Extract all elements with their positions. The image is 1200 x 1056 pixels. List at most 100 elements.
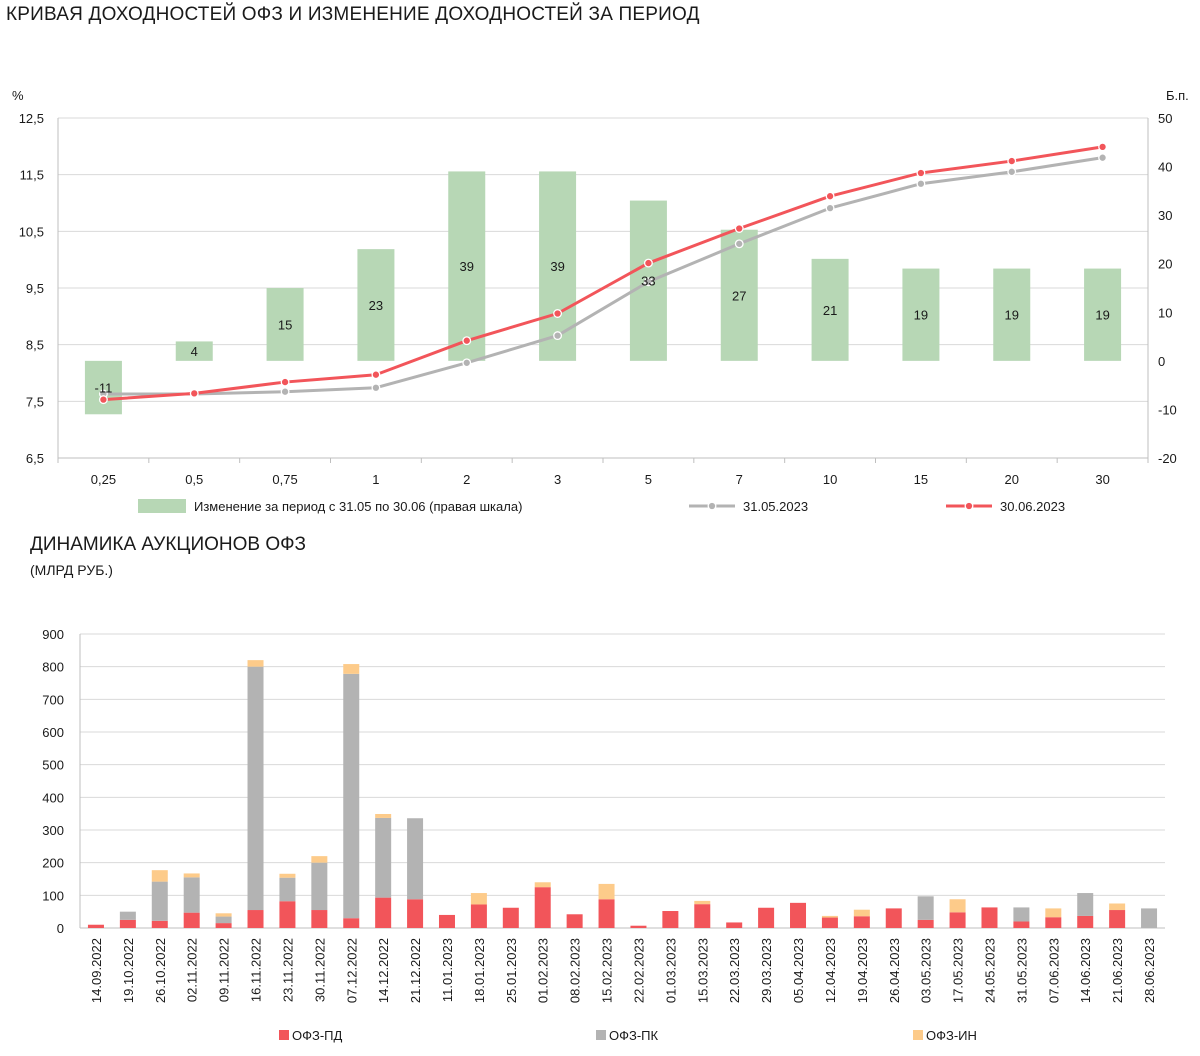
auction-x-tick-label: 22.02.2023 [631, 938, 646, 1003]
auction-bar-pk [343, 673, 360, 919]
auction-bar-pd [438, 914, 455, 928]
yield-right-tick-label: 30 [1158, 208, 1172, 223]
legend-bar-swatch [138, 499, 186, 513]
auction-x-tick-label: 05.04.2023 [791, 938, 806, 1003]
auction-y-tick-label: 900 [42, 627, 64, 642]
auction-bar-pd [598, 899, 615, 928]
yield-x-tick-label: 2 [463, 472, 470, 487]
auction-x-tick-label: 03.05.2023 [919, 938, 934, 1003]
yield-change-bar [902, 268, 940, 361]
auction-bar-pd [981, 907, 998, 928]
yield-change-label: 15 [278, 317, 292, 332]
yield-change-label: 23 [369, 298, 383, 313]
yield-left-tick-label: 11,5 [20, 168, 44, 183]
auction-bar-pk [151, 881, 168, 921]
auction-bar-pk [215, 916, 232, 924]
yield-x-tick-label: 30 [1095, 472, 1109, 487]
yield-left-tick-label: 6,5 [26, 451, 44, 466]
yield-right-tick-label: 0 [1158, 354, 1165, 369]
auction-bar-pk [407, 818, 424, 900]
auction-bar-pd [949, 912, 966, 928]
yield-0630-point [1098, 142, 1108, 152]
yield-left-tick-label: 12,5 [19, 111, 44, 126]
auction-x-tick-label: 08.02.2023 [568, 938, 583, 1003]
auction-bar-in [470, 893, 487, 905]
legend-old-label: 31.05.2023 [743, 499, 808, 514]
auction-x-tick-label: 14.09.2022 [89, 938, 104, 1003]
auction-y-tick-label: 400 [42, 790, 64, 805]
legend-new-marker [964, 501, 974, 511]
yield-change-bar [175, 341, 213, 361]
auction-bar-pd [885, 908, 902, 928]
auction-bar-pd [566, 914, 583, 928]
auction-y-tick-label: 300 [42, 823, 64, 838]
auction-bar-pd [1013, 921, 1030, 928]
auction-x-tick-label: 14.12.2022 [376, 938, 391, 1003]
yield-0630-point [553, 309, 563, 318]
yield-0531-point [643, 277, 653, 287]
auction-x-tick-label: 22.03.2023 [727, 938, 742, 1003]
yield-0630-point [916, 168, 926, 178]
auction-bar-pd [470, 904, 487, 928]
yield-0531-point [1098, 153, 1108, 163]
yield-x-tick-label: 15 [914, 472, 928, 487]
auction-x-tick-label: 07.06.2023 [1046, 938, 1061, 1003]
auction-y-tick-label: 800 [42, 660, 64, 675]
auction-bar-pk [375, 817, 392, 898]
auction-bar-in [1109, 903, 1126, 911]
yield-left-tick-label: 9,5 [26, 281, 44, 296]
auction-x-tick-label: 11.01.2023 [440, 938, 455, 1002]
auction-chart-title: ДИНАМИКА АУКЦИОНОВ ОФЗ [30, 534, 307, 555]
auction-x-tick-label: 23.11.2022 [280, 938, 295, 1002]
auction-bar-in [694, 900, 711, 905]
auction-x-tick-label: 31.05.2023 [1014, 938, 1029, 1003]
auction-bar-in [375, 813, 392, 818]
auction-x-tick-label: 15.03.2023 [695, 938, 710, 1003]
yield-left-axis-unit: % [12, 88, 24, 103]
auction-bar-in [151, 870, 168, 882]
auction-bar-pd [917, 919, 934, 928]
legend-pd-label: ОФЗ-ПД [292, 1028, 343, 1043]
yield-change-label: 21 [823, 303, 837, 318]
auction-x-tick-label: 25.01.2023 [504, 938, 519, 1003]
yield-x-tick-label: 10 [823, 472, 837, 487]
yield-x-tick-label: 0,5 [185, 472, 203, 487]
yield-right-tick-label: 10 [1158, 305, 1172, 320]
yield-0531-point [553, 331, 563, 341]
auction-bar-pd [502, 907, 519, 928]
yield-0531-point [734, 239, 744, 249]
yield-0630-line [103, 145, 1103, 402]
auction-x-tick-label: 01.03.2023 [663, 938, 678, 1003]
auction-bar-pd [630, 925, 647, 928]
auction-bar-pd [1109, 910, 1126, 928]
auction-bar-pd [758, 907, 775, 928]
yield-change-bar [448, 171, 486, 361]
auction-bar-pk [311, 862, 328, 911]
auction-x-tick-label: 02.11.2022 [185, 938, 200, 1002]
yield-change-label: 19 [914, 308, 928, 323]
yield-right-tick-label: 40 [1158, 160, 1172, 175]
yield-change-label: -11 [95, 381, 113, 396]
yield-left-tick-label: 10,5 [19, 224, 44, 239]
yield-0630-point [280, 377, 290, 387]
yield-0531-point [462, 358, 472, 368]
yield-change-label: 39 [460, 259, 474, 274]
yield-change-label: 4 [191, 344, 198, 359]
legend-in-swatch [913, 1030, 923, 1040]
yield-change-bar [993, 268, 1031, 361]
yield-0630-point [643, 258, 653, 268]
auction-x-tick-label: 07.12.2022 [344, 938, 359, 1003]
auction-x-tick-label: 26.10.2022 [153, 938, 168, 1003]
auction-bar-pk [1013, 907, 1030, 922]
auction-bar-pd [790, 902, 807, 928]
auction-bar-pd [119, 919, 136, 928]
auction-x-tick-label: 24.05.2023 [982, 938, 997, 1003]
auction-bar-pd [853, 916, 870, 928]
auction-bar-in [247, 660, 264, 667]
auction-y-tick-label: 100 [42, 888, 64, 903]
yield-0531-line [103, 156, 1103, 396]
yield-right-axis-unit: Б.п. [1166, 88, 1189, 103]
yield-right-tick-label: -20 [1158, 451, 1177, 466]
auction-bar-in [949, 899, 966, 913]
